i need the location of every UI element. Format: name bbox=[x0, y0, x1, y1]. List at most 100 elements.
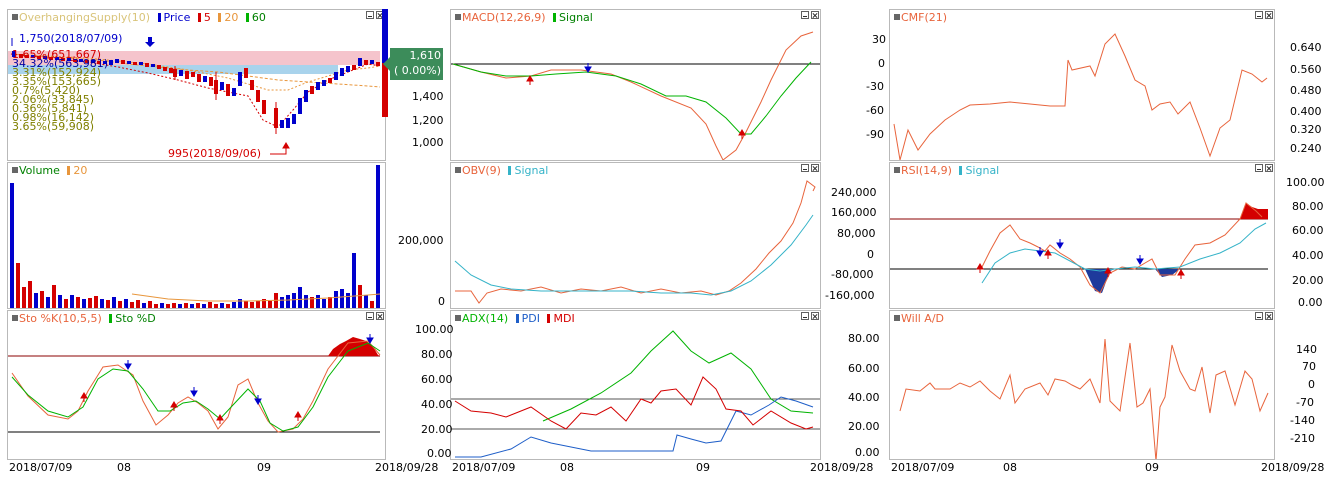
cmf-right-tick: 0.320 bbox=[1290, 123, 1322, 136]
obv-tick: 0 bbox=[867, 248, 874, 261]
sell-arrow-icon bbox=[584, 63, 592, 73]
low-price-label: 995(2018/09/06) bbox=[168, 147, 261, 160]
minimize-icon[interactable] bbox=[801, 11, 809, 19]
buy-arrow-icon bbox=[976, 263, 984, 273]
macd-legend: MACD(12,26,9) Signal bbox=[455, 11, 593, 25]
mdi-line bbox=[454, 376, 814, 430]
close-icon[interactable] bbox=[1265, 11, 1273, 19]
adx-axis: 100.00 80.00 60.00 40.00 20.00 0.00 bbox=[390, 310, 454, 460]
legend-marker-icon bbox=[455, 315, 461, 321]
buy-arrow-icon bbox=[738, 129, 746, 139]
buy-arrow-icon bbox=[1177, 269, 1185, 279]
price-panel[interactable]: OverhangingSupply(10) Price 5 20 60 bbox=[7, 9, 386, 161]
will-ad-right-tick: -140 bbox=[1290, 414, 1315, 427]
rsi-overbought-area bbox=[1240, 203, 1268, 219]
close-icon[interactable] bbox=[811, 312, 819, 320]
will-ad-line bbox=[899, 338, 1269, 459]
volume-tick: 0 bbox=[438, 295, 445, 308]
supply-level: 0.98%(16,142) bbox=[12, 111, 95, 124]
cmf-right-tick: 0.480 bbox=[1290, 84, 1322, 97]
close-icon[interactable] bbox=[376, 312, 384, 320]
legend-marker-icon bbox=[455, 167, 461, 173]
sell-arrow-icon bbox=[1136, 255, 1144, 265]
legend-adx: ADX(14) bbox=[462, 312, 509, 325]
price-scale-bar bbox=[382, 9, 388, 63]
cmf-tick: -30 bbox=[866, 80, 884, 93]
sell-arrow-icon bbox=[1036, 247, 1044, 257]
will-ad-chart bbox=[899, 338, 1269, 459]
close-icon[interactable] bbox=[811, 11, 819, 19]
will-ad-tick: 80.00 bbox=[848, 332, 880, 345]
volume-legend: Volume 20 bbox=[12, 164, 87, 178]
price-chart bbox=[8, 37, 381, 155]
cmf-right-tick: 0.640 bbox=[1290, 41, 1322, 54]
close-icon[interactable] bbox=[1265, 312, 1273, 320]
obv-tick: 240,000 bbox=[831, 186, 877, 199]
obv-tick: -80,000 bbox=[831, 268, 874, 281]
price-legend: OverhangingSupply(10) Price 5 20 60 bbox=[12, 11, 266, 25]
volume-panel[interactable]: Volume 20 bbox=[7, 162, 386, 309]
volume-bars bbox=[10, 165, 380, 308]
obv-tick: 80,000 bbox=[837, 227, 876, 240]
legend-marker-icon bbox=[894, 14, 900, 20]
stochastic-chart bbox=[8, 334, 381, 433]
close-icon[interactable] bbox=[1265, 164, 1273, 172]
volume-axis: 200,000 0 bbox=[386, 162, 450, 309]
macd-panel[interactable]: MACD(12,26,9) Signal bbox=[450, 9, 821, 161]
will-ad-left-axis: 80.00 60.00 40.00 20.00 0.00 bbox=[828, 310, 888, 460]
ma60-line bbox=[10, 53, 381, 88]
legend-pdi: PDI bbox=[521, 312, 540, 325]
rsi-panel[interactable]: RSI(14,9) Signal bbox=[889, 162, 1275, 309]
legend-swatch bbox=[959, 166, 963, 175]
cmf-right-tick: 0.560 bbox=[1290, 63, 1322, 76]
date-tick: 2018/07/09 bbox=[9, 461, 73, 474]
pdi-line bbox=[455, 396, 814, 458]
obv-panel[interactable]: OBV(9) Signal bbox=[450, 162, 821, 309]
date-tick: 2018/09/28 bbox=[810, 461, 874, 474]
macd-signal-line bbox=[452, 61, 812, 135]
adx-tick: 100.00 bbox=[415, 323, 454, 336]
date-tick: 2018/09/28 bbox=[375, 461, 439, 474]
minimize-icon[interactable] bbox=[1255, 312, 1263, 320]
macd-chart bbox=[451, 31, 820, 160]
close-icon[interactable] bbox=[811, 164, 819, 172]
rsi-tick: 80.00 bbox=[1292, 200, 1324, 213]
current-change: ( 0.00%) bbox=[393, 64, 441, 77]
obv-line bbox=[455, 180, 816, 304]
date-tick: 09 bbox=[696, 461, 710, 474]
date-tick: 09 bbox=[1145, 461, 1159, 474]
cmf-tick: 0 bbox=[878, 57, 885, 70]
minimize-icon[interactable] bbox=[366, 312, 374, 320]
ma5-line bbox=[10, 53, 381, 128]
buy-arrow-icon bbox=[170, 401, 178, 411]
legend-swatch bbox=[67, 166, 71, 175]
volume-tick: 200,000 bbox=[398, 234, 444, 247]
minimize-icon[interactable] bbox=[801, 164, 809, 172]
legend-swatch bbox=[109, 314, 113, 323]
legend-swatch bbox=[197, 13, 201, 22]
price-tick: 1,400 bbox=[412, 90, 444, 103]
sell-arrow-icon bbox=[366, 334, 374, 344]
minimize-icon[interactable] bbox=[1255, 11, 1263, 19]
will-ad-right-tick: -210 bbox=[1290, 432, 1315, 445]
buy-arrow-icon bbox=[1044, 249, 1052, 259]
minimize-icon[interactable] bbox=[801, 312, 809, 320]
legend-ma60: 60 bbox=[251, 11, 266, 24]
sto-d-line bbox=[11, 342, 381, 432]
will-ad-right-tick: 140 bbox=[1296, 343, 1317, 356]
legend-marker-icon bbox=[12, 14, 18, 20]
rsi-legend: RSI(14,9) Signal bbox=[894, 164, 999, 178]
will-ad-panel[interactable]: Will A/D bbox=[889, 310, 1275, 460]
legend-price: Price bbox=[163, 11, 191, 24]
minimize-icon[interactable] bbox=[1255, 164, 1263, 172]
cmf-panel[interactable]: CMF(21) bbox=[889, 9, 1275, 161]
stochastic-panel[interactable]: Sto %K(10,5,5) Sto %D bbox=[7, 310, 386, 460]
ma20-line bbox=[10, 53, 381, 91]
sell-arrow-icon bbox=[145, 37, 155, 47]
cmf-right-tick: 0.240 bbox=[1290, 142, 1322, 155]
date-axis-col2: 2018/07/09 08 09 2018/09/28 bbox=[450, 460, 890, 480]
minimize-icon[interactable] bbox=[366, 11, 374, 19]
date-axis-col3: 2018/07/09 08 09 2018/09/28 bbox=[889, 460, 1330, 480]
adx-panel[interactable]: ADX(14) PDI MDI bbox=[450, 310, 821, 460]
legend-rsi: RSI(14,9) bbox=[901, 164, 952, 177]
